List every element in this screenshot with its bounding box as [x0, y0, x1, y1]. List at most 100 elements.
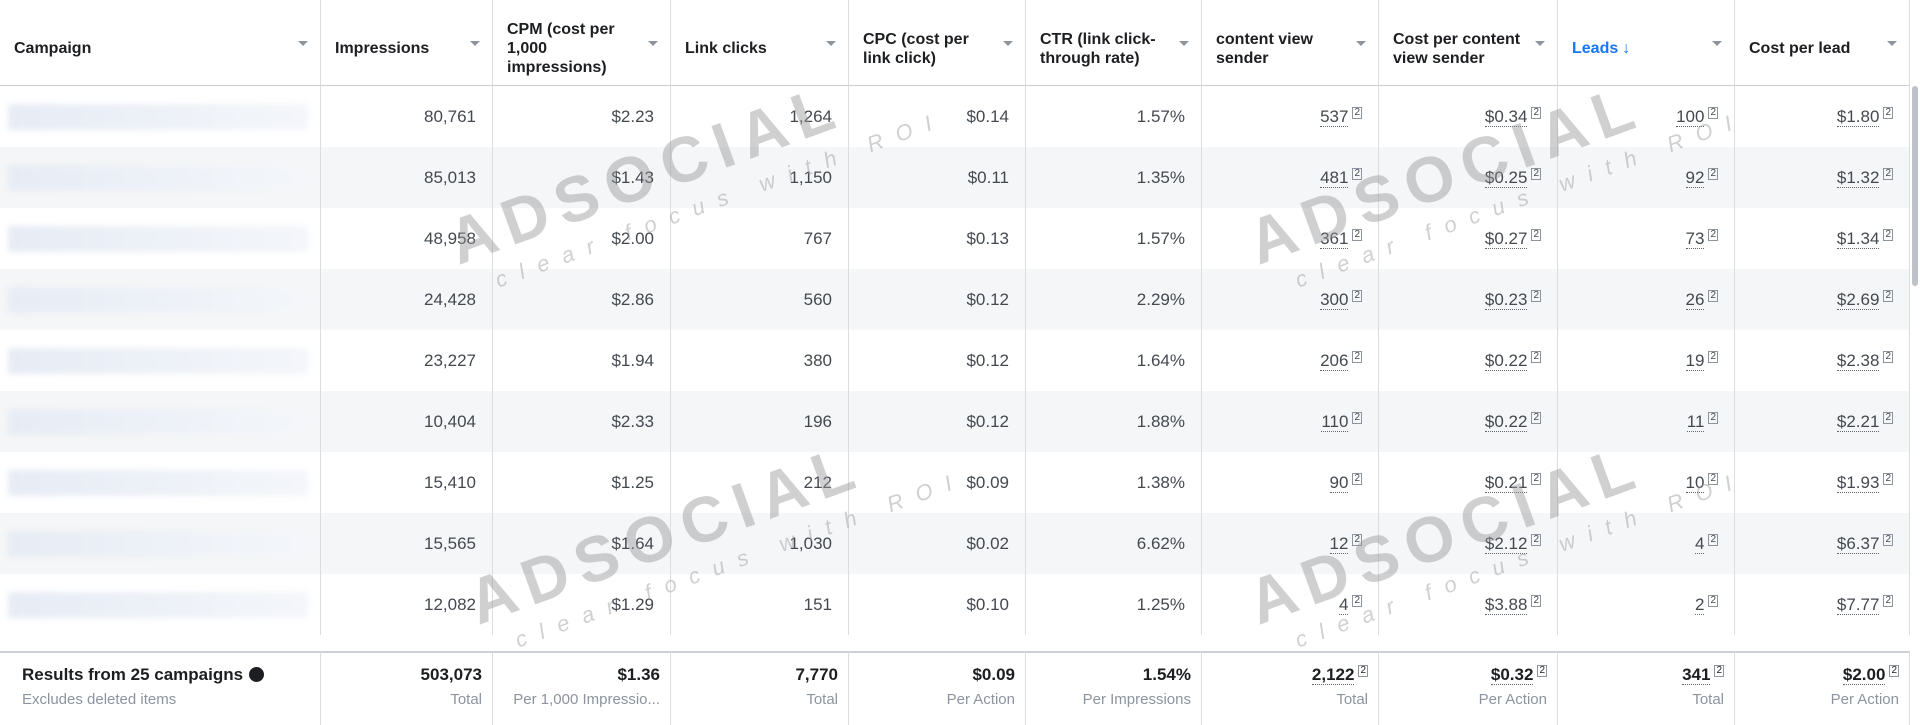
- footer-summary: Results from 25 campaigns Excludes delete…: [0, 651, 321, 725]
- metric-value: 48,958: [424, 229, 476, 248]
- metric-value: $0.11: [967, 168, 1009, 187]
- metric-value[interactable]: 10: [1685, 473, 1705, 493]
- attribution-marker: 2: [1714, 665, 1724, 678]
- metric-value[interactable]: 537: [1320, 107, 1349, 127]
- metric-value[interactable]: 19: [1685, 351, 1705, 371]
- attribution-marker: 2: [1358, 665, 1368, 678]
- metric-cell: 24,428: [321, 269, 493, 330]
- attribution-marker: 2: [1531, 534, 1541, 547]
- metric-value[interactable]: 2: [1694, 595, 1705, 615]
- metric-value[interactable]: $1.80: [1836, 107, 1880, 127]
- column-header[interactable]: Cost per lead: [1735, 0, 1910, 86]
- metric-value[interactable]: $0.27: [1484, 229, 1528, 249]
- metric-value[interactable]: 100: [1676, 107, 1705, 127]
- metric-value[interactable]: $6.37: [1836, 534, 1880, 554]
- table-row[interactable]: [0, 86, 1910, 147]
- metric-value[interactable]: $2.69: [1836, 290, 1880, 310]
- footer-total: $2.00 2 Per Action: [1735, 651, 1910, 725]
- metric-cell: 23,227: [321, 330, 493, 391]
- campaign-name-redacted: [8, 531, 308, 557]
- header-label: content view sender: [1216, 30, 1313, 67]
- metric-value[interactable]: $0.22: [1484, 412, 1528, 432]
- table-row[interactable]: [0, 147, 1910, 208]
- metric-cell: $0.09: [849, 452, 1026, 513]
- attribution-marker: 2: [1883, 412, 1893, 425]
- attribution-marker: 2: [1883, 229, 1893, 242]
- table-row[interactable]: [0, 513, 1910, 574]
- table-row[interactable]: [0, 391, 1910, 452]
- metric-value[interactable]: $2.21: [1836, 412, 1880, 432]
- attribution-marker: 2: [1352, 229, 1362, 242]
- metric-cell: $3.88 2: [1379, 574, 1558, 635]
- metric-cell: 481 2: [1202, 147, 1379, 208]
- metric-cell: 80,761: [321, 86, 493, 147]
- metric-value[interactable]: 73: [1685, 229, 1705, 249]
- table-row[interactable]: [0, 330, 1910, 391]
- metric-value[interactable]: 206: [1320, 351, 1349, 371]
- metric-value[interactable]: $0.23: [1484, 290, 1528, 310]
- campaign-cell: [0, 513, 321, 574]
- metric-value: 2.29%: [1136, 290, 1185, 309]
- metric-value[interactable]: $2.12: [1484, 534, 1528, 554]
- metric-value[interactable]: $2.38: [1836, 351, 1880, 371]
- metric-value: 212: [803, 473, 832, 492]
- metric-cell: 1,150: [671, 147, 849, 208]
- metric-value[interactable]: $1.93: [1836, 473, 1880, 493]
- table-row[interactable]: [0, 208, 1910, 269]
- column-header[interactable]: Cost per content view sender: [1379, 0, 1558, 86]
- metric-value[interactable]: 26: [1685, 290, 1705, 310]
- total-label: Total: [1336, 691, 1368, 708]
- table-row[interactable]: [0, 452, 1910, 513]
- metric-value[interactable]: $0.22: [1484, 351, 1528, 371]
- attribution-marker: 2: [1708, 168, 1718, 181]
- metric-value[interactable]: 4: [1694, 534, 1705, 554]
- metric-value[interactable]: 110: [1321, 412, 1349, 432]
- metric-value[interactable]: 90: [1329, 473, 1349, 493]
- column-header[interactable]: Impressions: [321, 0, 493, 86]
- metric-value[interactable]: $1.32: [1836, 168, 1880, 188]
- metric-value[interactable]: 4: [1338, 595, 1349, 615]
- metric-value[interactable]: $0.25: [1484, 168, 1528, 188]
- metric-value[interactable]: 12: [1329, 534, 1349, 554]
- metric-value[interactable]: 11: [1686, 412, 1705, 432]
- metric-value: $1.29: [611, 595, 654, 614]
- column-header[interactable]: CPC (cost per link click): [849, 0, 1026, 86]
- metric-value[interactable]: $3.88: [1484, 595, 1528, 615]
- footer-total: 7,770 Total: [671, 651, 849, 725]
- table-row[interactable]: [0, 269, 1910, 330]
- metric-value[interactable]: 361: [1320, 229, 1349, 249]
- attribution-marker: 2: [1708, 595, 1718, 608]
- metric-value[interactable]: $0.34: [1484, 107, 1528, 127]
- column-header[interactable]: Link clicks: [671, 0, 849, 86]
- footer-total: 1.54% Per Impressions: [1026, 651, 1202, 725]
- table-row[interactable]: [0, 574, 1910, 635]
- column-header[interactable]: CPM (cost per 1,000 impressions): [493, 0, 671, 86]
- attribution-marker: 2: [1883, 351, 1893, 364]
- column-header[interactable]: Campaign: [0, 0, 321, 86]
- metric-cell: $1.64: [493, 513, 671, 574]
- column-header[interactable]: Leads ↓: [1558, 0, 1735, 86]
- metric-cell: 48,958: [321, 208, 493, 269]
- metric-cell: 1.35%: [1026, 147, 1202, 208]
- attribution-marker: 2: [1531, 412, 1541, 425]
- total-value-row: 1.54%: [1026, 665, 1191, 685]
- metric-value[interactable]: 92: [1685, 168, 1705, 188]
- metric-value[interactable]: 481: [1320, 168, 1349, 188]
- campaign-cell: [0, 452, 321, 513]
- metric-value[interactable]: 300: [1320, 290, 1349, 310]
- metric-cell: $0.23 2: [1379, 269, 1558, 330]
- metric-cell: $0.34 2: [1379, 86, 1558, 147]
- metric-value[interactable]: $7.77: [1836, 595, 1880, 615]
- metric-value[interactable]: $1.34: [1836, 229, 1880, 249]
- campaign-cell: [0, 574, 321, 635]
- attribution-marker: 2: [1708, 351, 1718, 364]
- metric-cell: 2.29%: [1026, 269, 1202, 330]
- attribution-marker: 2: [1708, 412, 1718, 425]
- dropdown-caret: [1887, 41, 1897, 46]
- metric-value[interactable]: $0.21: [1484, 473, 1528, 493]
- column-header[interactable]: content view sender: [1202, 0, 1379, 86]
- total-value-row: $0.09: [849, 665, 1015, 685]
- column-header[interactable]: CTR (link click-through rate): [1026, 0, 1202, 86]
- attribution-marker: 2: [1889, 665, 1899, 678]
